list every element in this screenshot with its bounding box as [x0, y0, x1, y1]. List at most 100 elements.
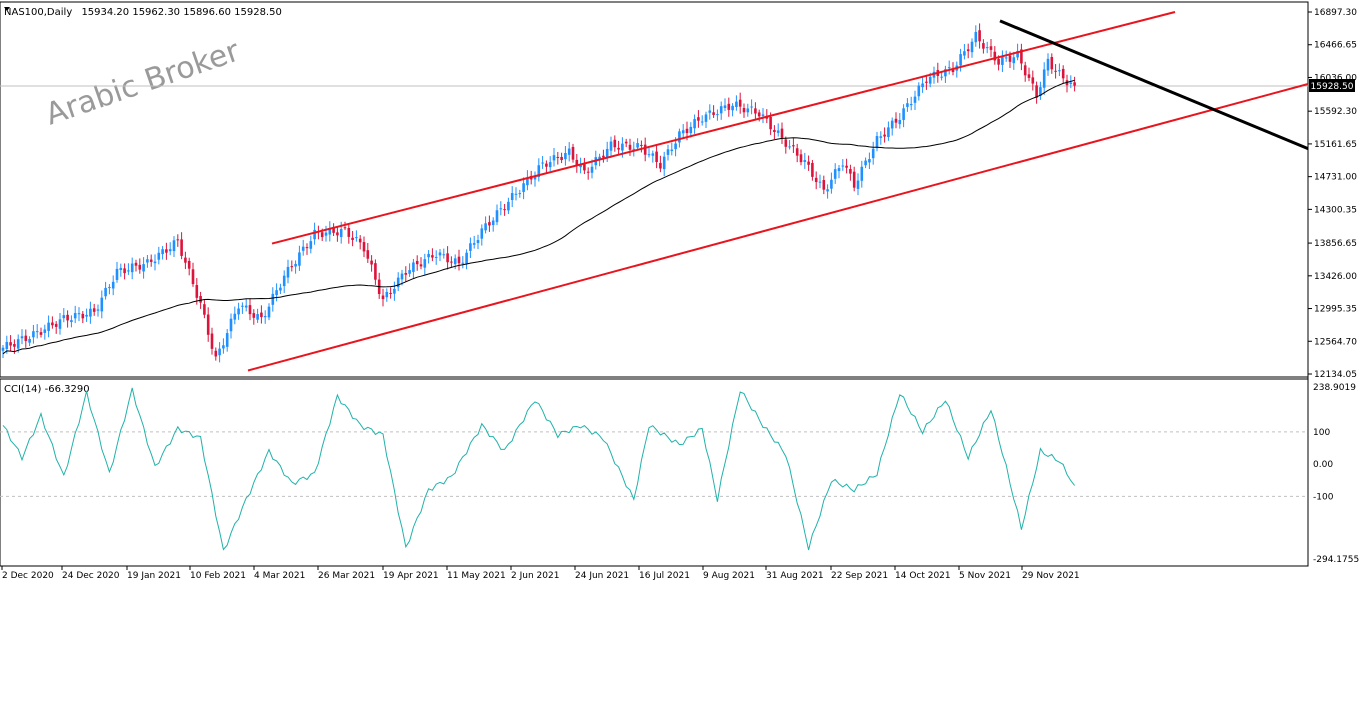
candle-body: [92, 308, 96, 312]
candle-body: [294, 263, 297, 267]
candle-body: [898, 120, 902, 125]
candle-body: [393, 288, 396, 294]
time-tick-label: 11 May 2021: [447, 571, 506, 581]
candle-body: [313, 229, 316, 240]
downtrend-line: [999, 19, 1309, 150]
candle-body: [161, 249, 164, 255]
candle-body: [575, 159, 579, 166]
candle-body: [195, 285, 199, 298]
chart-header: NAS100,Daily 15934.20 15962.30 15896.60 …: [4, 7, 282, 18]
candle-body: [256, 314, 259, 320]
candle-body: [366, 250, 370, 259]
candle-body: [670, 149, 674, 151]
candle-body: [39, 332, 43, 335]
candle-body: [146, 259, 149, 263]
candle-body: [643, 144, 647, 155]
candle-body: [860, 166, 864, 181]
candle-body: [830, 179, 833, 189]
candle-body: [651, 153, 655, 156]
candle-body: [602, 155, 605, 158]
candle-body: [305, 247, 309, 249]
candle-body: [491, 220, 495, 226]
candle-body: [864, 160, 867, 166]
candle-body: [9, 342, 12, 346]
candle-body: [138, 264, 142, 270]
candle-body: [605, 148, 609, 157]
candle-body: [1035, 85, 1038, 98]
candle-body: [142, 264, 145, 272]
candle-body: [495, 210, 499, 223]
price-axis: 16897.30 16466.65 16036.00 15592.30 15161.65…: [1308, 8, 1357, 380]
candle-body: [389, 292, 392, 294]
candle-body: [944, 69, 947, 77]
candle-body: [982, 43, 985, 49]
candle-body: [788, 146, 791, 148]
candle-body: [1020, 49, 1023, 64]
candle-body: [1054, 70, 1057, 72]
candle-body: [450, 261, 453, 263]
candle-body: [111, 281, 115, 289]
candle-body: [229, 318, 233, 332]
candle-body: [1012, 57, 1016, 64]
candle-body: [24, 335, 28, 341]
time-tick-label: 14 Oct 2021: [895, 571, 951, 581]
candle-body: [286, 266, 290, 278]
candle-body: [85, 314, 88, 317]
candle-body: [928, 76, 932, 84]
candle-body: [757, 112, 761, 117]
indicator-label: CCI(14) -66.3290: [4, 384, 90, 395]
candle-body: [583, 162, 586, 171]
candle-body: [727, 103, 731, 110]
candle-body: [241, 305, 244, 307]
candle-body: [776, 130, 780, 133]
candle-body: [826, 189, 829, 192]
time-tick-label: 29 Nov 2021: [1022, 571, 1080, 581]
candle-body: [184, 257, 187, 263]
candle-body: [1004, 57, 1008, 59]
candle-body: [32, 331, 35, 338]
candle-body: [887, 127, 890, 138]
candle-body: [784, 139, 788, 147]
candle-body: [997, 58, 1000, 65]
candle-body: [20, 336, 24, 339]
candle-body: [210, 333, 214, 349]
candle-body: [586, 171, 590, 173]
candle-body: [662, 156, 666, 170]
candle-body: [70, 320, 73, 323]
candle-body: [556, 156, 560, 158]
candle-body: [868, 159, 871, 163]
channel-lower-line: [247, 83, 1309, 372]
candle-body: [385, 291, 389, 298]
candle-body: [773, 129, 776, 133]
candle-body: [1027, 74, 1031, 78]
candle-body: [1031, 77, 1035, 84]
collapse-arrow-icon[interactable]: [4, 7, 10, 11]
candle-body: [5, 341, 9, 349]
candle-body: [222, 345, 225, 349]
candle-body: [503, 209, 506, 211]
candle-body: [560, 156, 563, 161]
candle-body: [902, 108, 905, 120]
price-tick-label: 16466.65: [1314, 41, 1357, 51]
cci-tick-label: 238.9019: [1313, 383, 1356, 393]
candle-body: [951, 69, 955, 73]
candle-body: [636, 143, 639, 148]
candle-body: [849, 168, 852, 174]
candle-body: [165, 249, 168, 253]
candle-body: [974, 31, 978, 43]
price-tick-label: 15592.30: [1314, 107, 1357, 117]
candle-body: [545, 163, 548, 167]
candle-body: [225, 333, 229, 347]
candle-body: [609, 141, 613, 151]
candle-body: [754, 108, 757, 114]
candle-body: [1046, 58, 1050, 71]
candle-body: [598, 156, 601, 160]
candle-body: [339, 229, 343, 237]
drawings-group[interactable]: [247, 11, 1309, 372]
candle-body: [989, 46, 993, 50]
price-tick-label: 16036.00: [1314, 73, 1357, 83]
candle-body: [134, 262, 138, 266]
candle-body: [119, 267, 123, 271]
